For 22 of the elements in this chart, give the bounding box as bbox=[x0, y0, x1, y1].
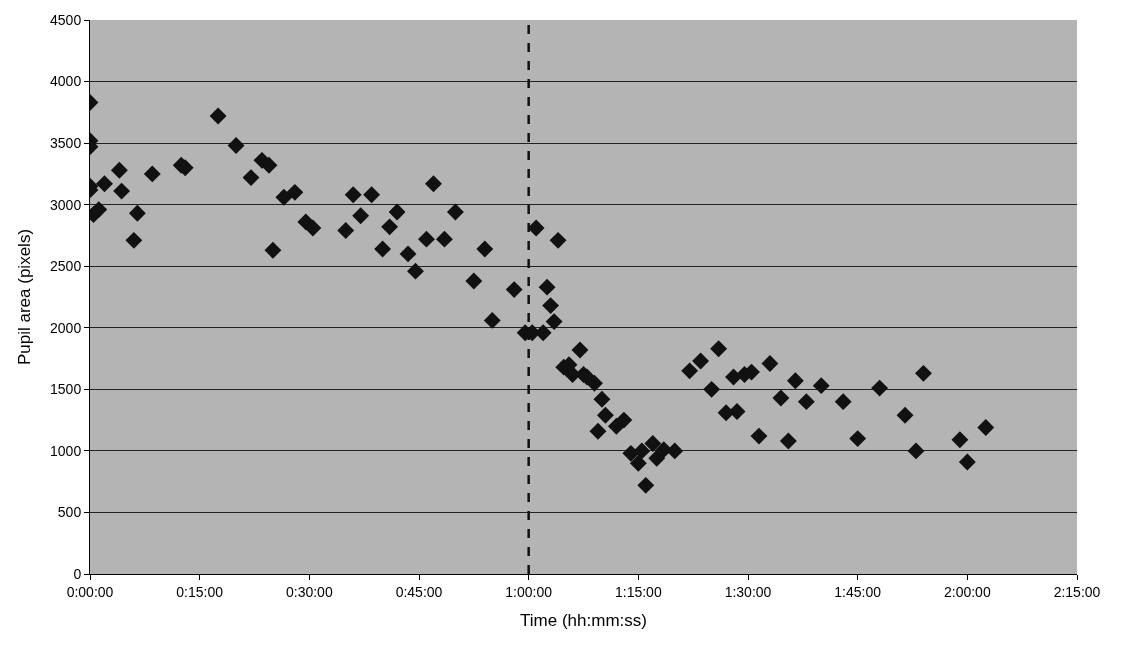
x-tick-label: 1:00:00 bbox=[505, 583, 553, 600]
x-tick-label: 0:15:00 bbox=[176, 583, 224, 600]
y-axis-title: Pupil area (pixels) bbox=[14, 228, 34, 366]
y-tick-label: 500 bbox=[57, 504, 82, 521]
y-tick-label: 4000 bbox=[50, 73, 82, 90]
x-tick-label: 0:30:00 bbox=[285, 583, 333, 600]
y-tick-label: 3000 bbox=[50, 196, 82, 213]
x-tick-label: 1:15:00 bbox=[614, 583, 662, 600]
y-tick-label: 3500 bbox=[50, 135, 82, 152]
x-tick-label: 2:15:00 bbox=[1053, 583, 1101, 600]
x-tick-label: 1:45:00 bbox=[834, 583, 882, 600]
x-tick-label: 2:00:00 bbox=[943, 583, 991, 600]
y-tick-label: 0 bbox=[73, 565, 82, 582]
x-tick-label: 0:45:00 bbox=[395, 583, 443, 600]
y-tick-label: 1000 bbox=[50, 442, 82, 459]
x-axis-title: Time (hh:mm:ss) bbox=[520, 611, 647, 631]
y-tick-label: 2500 bbox=[50, 258, 82, 275]
y-tick-label: 2000 bbox=[50, 319, 82, 336]
y-tick-label: 1500 bbox=[50, 381, 82, 398]
x-tick-label: 0:00:00 bbox=[66, 583, 114, 600]
y-tick-label: 4500 bbox=[50, 11, 82, 28]
x-tick-label: 1:30:00 bbox=[724, 583, 772, 600]
